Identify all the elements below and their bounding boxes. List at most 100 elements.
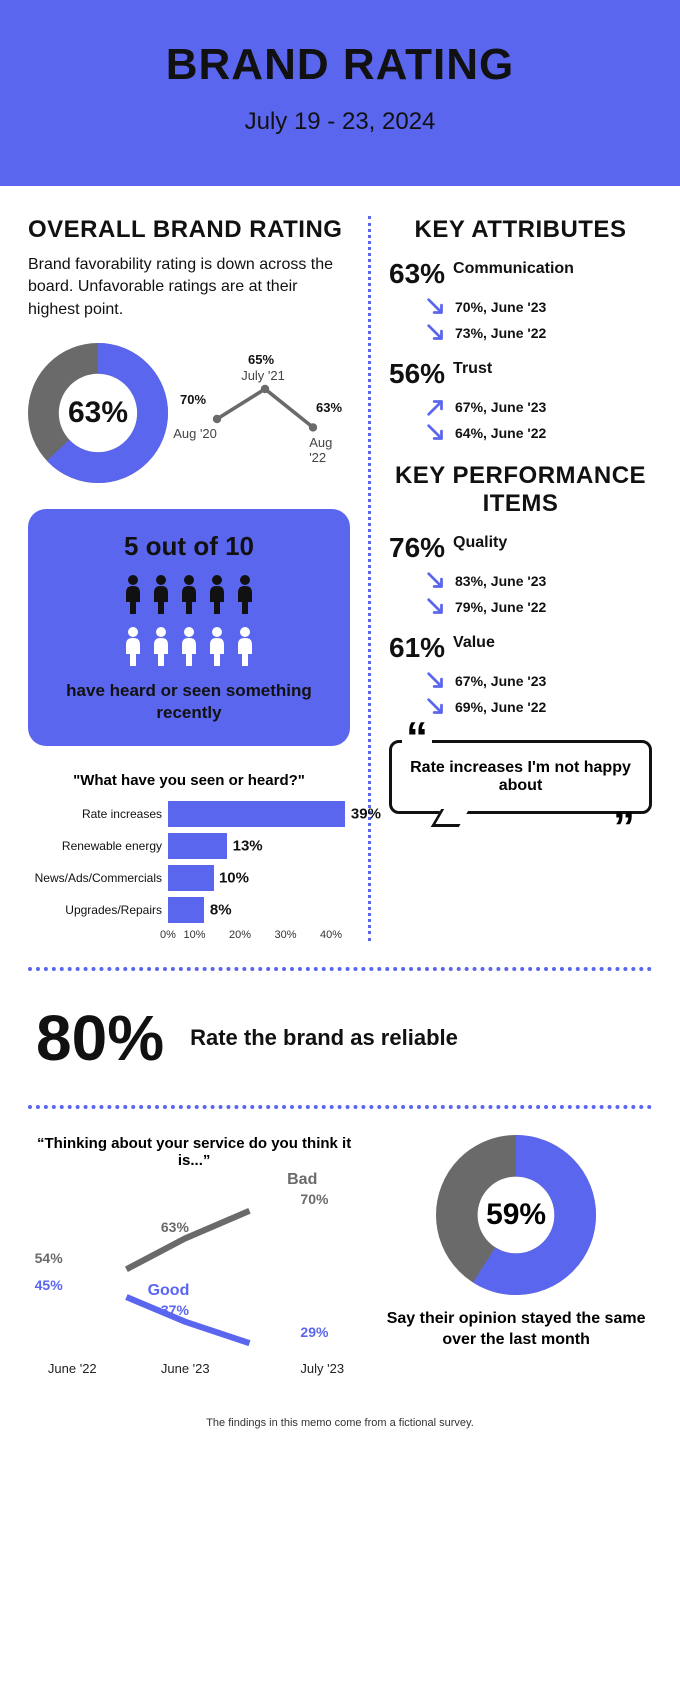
arrow-down-icon [425,422,447,444]
bar-label: Upgrades/Repairs [28,903,168,917]
attr-pct: 76% [389,532,445,564]
arrow-down-icon [425,296,447,318]
bar-row: Renewable energy 13% [28,833,350,859]
arrow-down-icon [425,596,447,618]
history-item: 64%, June '22 [425,422,652,444]
history-text: 79%, June '22 [455,599,546,615]
awareness-caption: have heard or seen something recently [46,680,332,724]
header: BRAND RATING July 19 - 23, 2024 [0,0,680,186]
bar [168,801,345,827]
history-item: 67%, June '23 [425,670,652,692]
bar-chart: "What have you seen or heard?" Rate incr… [28,772,350,941]
bar [168,897,204,923]
person-icon [121,626,145,666]
reliable-text: Rate the brand as reliable [190,1025,458,1051]
person-icon [205,626,229,666]
person-icon [177,626,201,666]
line-point-label: 70% [300,1191,328,1207]
arrow-up-icon [425,396,447,418]
attribute-item: 56%Trust67%, June '2364%, June '22 [389,358,652,444]
person-icon [149,626,173,666]
arrow-down-icon [425,696,447,718]
history-item: 83%, June '23 [425,570,652,592]
opinion-block: 59% Say their opinion stayed the same ov… [380,1135,652,1377]
trend-point-date: Aug '22 [309,435,350,465]
bar [168,833,227,859]
attribute-item: 63% Communication 70%, June '23 73%, June '… [389,258,652,344]
bar-label: Rate increases [28,807,168,821]
awareness-headline: 5 out of 10 [46,531,332,562]
bar [168,865,214,891]
line-point-label: 63% [161,1219,189,1235]
history-text: 69%, June '22 [455,699,546,715]
arrow-down-icon [425,570,447,592]
bar-value: 10% [219,870,249,887]
opinion-donut: 59% [436,1135,596,1295]
person-icon [233,626,257,666]
person-icon [121,574,145,614]
bar-value: 8% [210,902,232,919]
overall-heading: OVERALL BRAND RATING [28,216,350,244]
person-icon [205,574,229,614]
service-chart: “Thinking about your service do you thin… [28,1135,360,1377]
axis-date: July '23 [300,1361,344,1376]
left-column: OVERALL BRAND RATING Brand favorability … [28,216,350,941]
history-item: 79%, June '22 [425,596,652,618]
bar-value: 39% [351,806,381,823]
history-text: 67%, June '23 [455,399,546,415]
key-attributes-heading: KEY ATTRIBUTES [389,216,652,244]
line-point-label: 54% [35,1250,63,1266]
attr-pct: 63% [389,258,445,290]
bar-row: News/Ads/Commercials 10% [28,865,350,891]
bar-label: News/Ads/Commercials [28,871,168,885]
overall-donut: 63% [28,343,168,483]
axis-tick: 10% [160,929,206,941]
footer-note: The findings in this memo come from a fi… [28,1417,652,1429]
person-icon [177,574,201,614]
axis-date: June '23 [161,1361,210,1376]
overall-donut-label: 63% [28,343,168,483]
history-text: 73%, June '22 [455,325,546,341]
quote-box: Rate increases I'm not happy about [389,740,652,814]
divider [28,1105,652,1109]
history-text: 70%, June '23 [455,299,546,315]
attribute-item: 61%Value67%, June '2369%, June '22 [389,632,652,718]
axis-tick: 30% [251,929,297,941]
history-item: 67%, June '23 [425,396,652,418]
reliable-stat: 80% Rate the brand as reliable [28,997,652,1079]
trend-point-date: Aug '20 [173,426,217,441]
bar-label: Renewable energy [28,839,168,853]
bar-row: Rate increases39% [28,801,350,827]
opinion-text: Say their opinion stayed the same over t… [380,1309,652,1351]
axis-date: June '22 [48,1361,97,1376]
overall-lead: Brand favorability rating is down across… [28,254,350,321]
bar-chart-title: "What have you seen or heard?" [28,772,350,789]
axis-tick: 20% [206,929,252,941]
person-icon [233,574,257,614]
quote-text: Rate increases I'm not happy about [410,759,631,794]
attr-pct: 56% [389,358,445,390]
line-point-label: 45% [35,1277,63,1293]
trend-point-label: 63% [316,401,342,415]
service-title: “Thinking about your service do you thin… [28,1135,360,1169]
bar-value: 13% [233,838,263,855]
page-title: BRAND RATING [20,40,660,90]
attr-name: Quality [453,534,507,552]
overall-trend: 70%Aug '2065%July '2163%Aug '22 [180,353,350,473]
axis-tick: 40% [297,929,343,941]
attr-name: Communication [453,260,574,278]
history-item: 73%, June '22 [425,322,652,344]
right-column: KEY ATTRIBUTES 63% Communication 70%, June… [368,216,652,941]
history-item: 70%, June '23 [425,296,652,318]
trend-point-date: July '21 [241,368,285,383]
person-icon [149,574,173,614]
trend-point-label: 70% [180,393,206,407]
attr-name: Value [453,634,495,652]
series-label: Good [148,1282,190,1300]
history-text: 64%, June '22 [455,425,546,441]
line-point-label: 29% [300,1324,328,1340]
key-perf-heading: KEY PERFORMANCE ITEMS [389,462,652,518]
awareness-card: 5 out of 10 have heard or seen something… [28,509,350,746]
trend-point-label: 65% [248,353,274,367]
attribute-item: 76% Quality 83%, June '23 79%, June '22 [389,532,652,618]
